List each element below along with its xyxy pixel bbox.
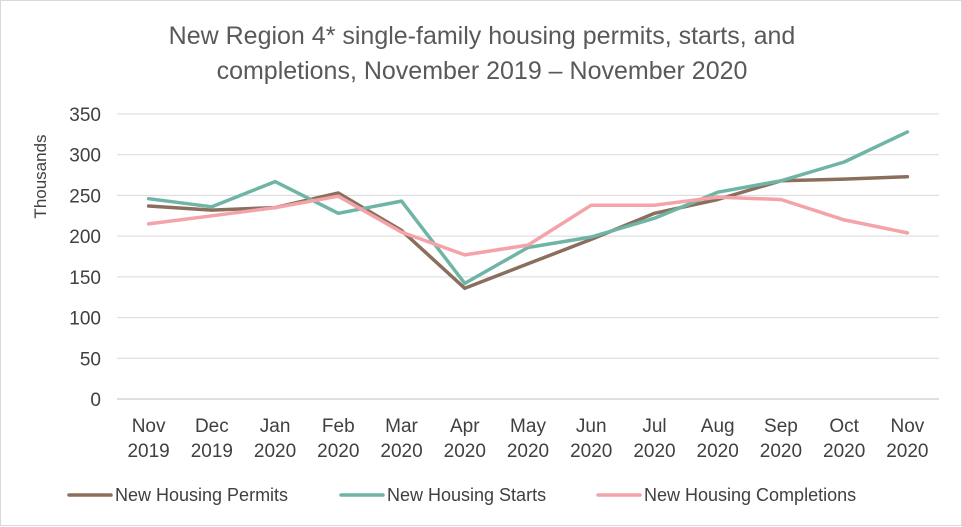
y-axis-label: Thousands (31, 134, 50, 218)
x-tick-label: 2020 (380, 441, 422, 462)
chart-title-line: New Region 4* single-family housing perm… (169, 22, 796, 50)
x-tick-label: 2020 (444, 441, 486, 462)
chart-title: New Region 4* single-family housing perm… (169, 22, 796, 85)
x-tick-label: Aug (701, 416, 735, 437)
series-line-new-housing-starts (146, 130, 910, 286)
x-tick-label: 2020 (823, 441, 865, 462)
x-tick-label: Feb (322, 416, 355, 437)
y-axis-ticks: 0 50 100 150 200 250 300 350 (69, 105, 101, 411)
x-tick-label: 2020 (633, 441, 675, 462)
y-tick-label: 200 (69, 227, 101, 248)
x-tick-label: 2020 (254, 441, 296, 462)
x-tick-label: May (510, 416, 546, 437)
legend-label: New Housing Permits (115, 485, 288, 505)
series-lines (146, 130, 910, 291)
y-tick-label: 300 (69, 146, 101, 167)
y-tick-label: 50 (80, 349, 101, 370)
gridlines (117, 113, 939, 400)
x-tick-label: Dec (195, 416, 229, 437)
x-tick-label: 2020 (886, 441, 928, 462)
x-tick-label: Nov (890, 416, 924, 437)
x-tick-label: 2019 (127, 441, 169, 462)
y-tick-label: 150 (69, 268, 101, 289)
legend-label: New Housing Starts (387, 485, 546, 505)
chart-title-line: completions, November 2019 – November 20… (217, 57, 748, 85)
x-tick-label: Nov (132, 416, 166, 437)
series-line-new-housing-permits (146, 174, 910, 291)
y-tick-label: 250 (69, 186, 101, 207)
y-tick-label: 0 (90, 390, 101, 411)
x-tick-label: 2020 (697, 441, 739, 462)
x-tick-label: Jul (642, 416, 666, 437)
y-tick-label: 100 (69, 309, 101, 330)
x-tick-label: Apr (450, 416, 480, 437)
y-axis-title: Thousands (31, 134, 50, 218)
x-tick-label: Mar (385, 416, 418, 437)
x-tick-label: Oct (829, 416, 859, 437)
legend: New Housing Permits New Housing Starts New… (67, 485, 856, 505)
x-tick-label: Jun (576, 416, 607, 437)
legend-label: New Housing Completions (644, 485, 856, 505)
x-tick-label: 2020 (317, 441, 359, 462)
x-tick-label: 2019 (191, 441, 233, 462)
x-tick-label: Sep (764, 416, 798, 437)
x-tick-label: 2020 (760, 441, 802, 462)
x-tick-label: Jan (260, 416, 291, 437)
x-tick-label: 2020 (507, 441, 549, 462)
series-line-new-housing-completions (146, 194, 910, 257)
x-tick-label: 2020 (570, 441, 612, 462)
x-axis-ticks: Nov 2019 Dec 2019 Jan 2020 Feb 2020 Mar 2020 Apr 20… (127, 416, 928, 462)
y-tick-label: 350 (69, 105, 101, 126)
